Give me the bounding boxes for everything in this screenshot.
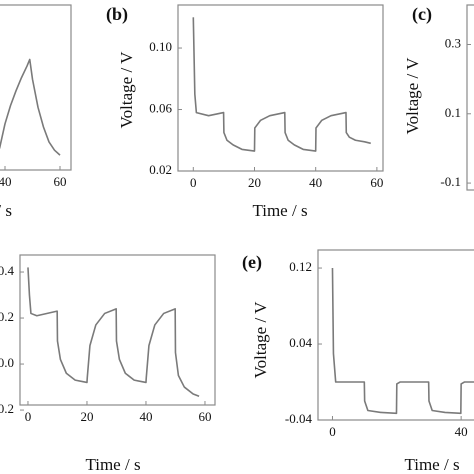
y-tick-label: 0.0: [0, 355, 14, 370]
x-tick-label: 0: [25, 409, 32, 424]
data-line: [331, 268, 474, 415]
y-axis-label: Voltage / V: [117, 51, 136, 129]
y-tick-label: 0.2: [0, 309, 14, 324]
panel-label: (e): [242, 252, 262, 273]
x-tick-label: 0: [329, 424, 336, 439]
x-tick-label: 40: [455, 424, 468, 439]
x-axis-label: Time / s: [404, 455, 459, 474]
x-tick-label: 20: [80, 409, 93, 424]
y-axis-label: Voltage / V: [251, 301, 270, 379]
panel-label: (b): [106, 4, 128, 25]
plot-frame: [466, 4, 474, 191]
plot-frame: [317, 249, 474, 421]
x-axis-label: Time / s: [0, 201, 12, 220]
y-tick-label: -0.04: [285, 411, 313, 426]
x-tick-label: 60: [198, 409, 211, 424]
y-tick-label: -0.2: [0, 401, 14, 416]
y-tick-label: 0.04: [289, 335, 312, 350]
x-tick-label: 0: [190, 175, 197, 190]
x-tick-label: 40: [309, 175, 322, 190]
y-tick-label: 0.4: [0, 263, 15, 278]
x-tick-label: 60: [54, 174, 67, 189]
y-tick-label: 0.10: [149, 39, 172, 54]
x-axis-label: Time / s: [85, 455, 140, 474]
y-tick-label: 0.3: [445, 35, 461, 50]
y-tick-label: 0.12: [289, 259, 312, 274]
panel-label: (c): [412, 4, 432, 25]
y-tick-label: 0.06: [149, 101, 172, 116]
y-tick-label: -0.1: [440, 174, 461, 189]
x-tick-label: 60: [370, 175, 383, 190]
data-line: [192, 17, 371, 152]
y-axis-label: Voltage / V: [403, 57, 422, 135]
x-tick-label: 40: [139, 409, 152, 424]
plot-frame: [177, 4, 384, 172]
x-tick-label: 40: [0, 174, 12, 189]
y-tick-label: 0.02: [149, 162, 172, 177]
y-tick-label: 0.1: [445, 105, 461, 120]
x-axis-label: Time / s: [252, 201, 307, 220]
data-line: [27, 267, 200, 398]
data-line: [0, 58, 61, 156]
plot-frame: [19, 254, 216, 406]
plot-frame: [0, 4, 72, 171]
x-tick-label: 20: [248, 175, 261, 190]
